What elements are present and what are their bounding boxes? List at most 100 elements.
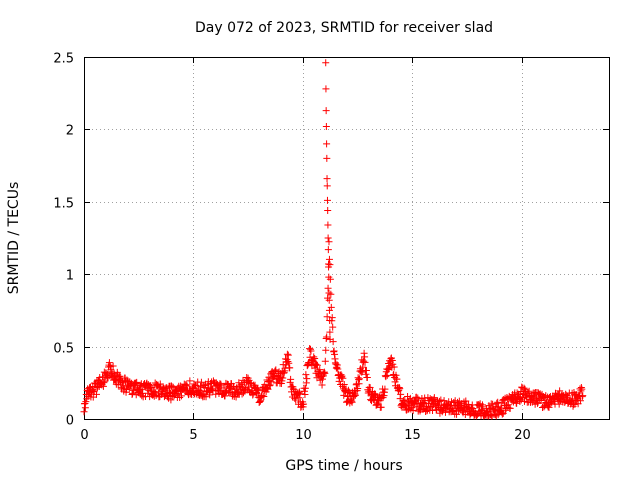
data-point <box>322 85 330 93</box>
data-point <box>310 353 318 361</box>
data-point <box>334 365 342 373</box>
data-point <box>168 383 176 391</box>
data-point <box>100 379 108 387</box>
data-point <box>324 246 332 254</box>
data-point <box>321 357 329 365</box>
data-point <box>325 306 333 314</box>
data-point <box>303 375 311 383</box>
data-point <box>362 367 370 375</box>
data-point <box>186 377 194 385</box>
data-point <box>479 403 487 411</box>
axis-ticks <box>84 57 609 420</box>
data-point <box>322 346 330 354</box>
data-point <box>323 154 331 162</box>
data-point <box>348 398 356 406</box>
data-point <box>267 378 275 386</box>
data-point <box>82 398 90 406</box>
data-point <box>324 284 332 292</box>
data-point <box>80 408 88 416</box>
data-point <box>409 407 417 415</box>
data-point <box>384 366 392 374</box>
data-point <box>316 366 324 374</box>
data-point <box>397 390 405 398</box>
data-point <box>284 351 292 359</box>
data-point <box>238 390 246 398</box>
data-point <box>360 357 368 365</box>
data-point <box>279 374 287 382</box>
data-point <box>264 385 272 393</box>
data-point <box>197 378 205 386</box>
data-point <box>323 182 331 190</box>
data-point <box>329 323 337 331</box>
y-tick-label: 0.5 <box>53 342 74 357</box>
data-point <box>534 398 542 406</box>
chart-title: Day 072 of 2023, SRMTID for receiver sla… <box>195 20 493 36</box>
data-point <box>393 375 401 383</box>
data-point <box>132 379 140 387</box>
x-axis-label: GPS time / hours <box>285 458 402 474</box>
data-point <box>520 384 528 392</box>
data-point <box>324 206 332 214</box>
tick-labels: 0 5 10 15 20 0 0.5 1 1.5 2 2.5 <box>53 52 530 444</box>
data-point <box>441 408 449 416</box>
data-point <box>396 385 404 393</box>
data-point <box>284 357 292 365</box>
data-point <box>324 234 332 242</box>
data-point <box>415 396 423 404</box>
data-point <box>578 385 586 393</box>
y-tick-label: 0 <box>66 414 74 429</box>
data-point <box>178 392 186 400</box>
data-point <box>249 390 257 398</box>
data-point <box>504 401 512 409</box>
x-tick-label: 5 <box>189 428 197 443</box>
data-point <box>326 335 334 343</box>
data-point <box>326 328 334 336</box>
data-point <box>169 393 177 401</box>
data-point <box>323 313 331 321</box>
y-tick-label: 1.5 <box>53 197 74 212</box>
data-point <box>430 394 438 402</box>
data-point <box>325 296 333 304</box>
data-point <box>266 381 274 389</box>
data-point <box>283 350 291 358</box>
data-point <box>313 361 321 369</box>
data-point <box>323 175 331 183</box>
data-point <box>498 410 506 418</box>
data-point <box>109 362 117 370</box>
data-point <box>339 374 347 382</box>
data-point <box>340 381 348 389</box>
data-point <box>325 273 333 281</box>
data-point <box>182 381 190 389</box>
data-point <box>361 358 369 366</box>
data-point <box>301 384 309 392</box>
data-point <box>324 221 332 229</box>
data-point <box>92 390 100 398</box>
data-point <box>323 196 331 204</box>
data-point <box>435 397 443 405</box>
data-point <box>212 390 220 398</box>
data-point <box>363 374 371 382</box>
data-point <box>506 404 514 412</box>
data-point <box>296 390 304 398</box>
data-points <box>80 59 587 420</box>
data-point <box>429 407 437 415</box>
data-point <box>327 290 335 298</box>
data-point <box>513 389 521 397</box>
data-point <box>494 398 502 406</box>
data-point <box>545 403 553 411</box>
data-point <box>81 404 89 412</box>
gridlines <box>84 57 609 419</box>
data-point <box>287 375 295 383</box>
data-point <box>366 384 374 392</box>
data-point <box>105 359 113 367</box>
data-point <box>555 400 563 408</box>
data-point <box>307 347 315 355</box>
data-point <box>571 400 579 408</box>
data-point <box>579 392 587 400</box>
data-point <box>322 59 330 67</box>
data-point <box>383 371 391 379</box>
data-point <box>286 364 294 372</box>
x-tick-label: 0 <box>80 428 88 443</box>
data-point <box>327 303 335 311</box>
